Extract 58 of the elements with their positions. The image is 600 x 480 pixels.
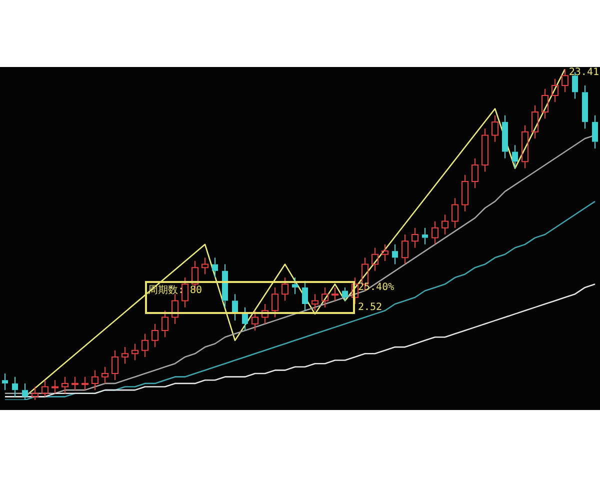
candlestick xyxy=(462,174,468,212)
candlestick xyxy=(22,382,28,400)
candlestick xyxy=(562,68,568,93)
candlestick xyxy=(152,323,158,348)
candlestick xyxy=(72,376,78,391)
candlestick xyxy=(322,286,328,308)
candlestick xyxy=(392,244,398,265)
candlestick xyxy=(412,227,418,248)
candlestick xyxy=(92,370,98,391)
candlestick xyxy=(2,373,8,391)
candlestick xyxy=(182,277,188,308)
candlestick xyxy=(292,277,298,295)
candlestick xyxy=(252,310,258,331)
candlestick xyxy=(512,144,518,169)
candlestick xyxy=(352,277,358,305)
candlestick xyxy=(282,277,288,302)
candlestick xyxy=(52,380,58,394)
candlestick xyxy=(312,294,318,312)
candlestick xyxy=(482,128,488,172)
candlestick xyxy=(82,376,88,391)
candlestick xyxy=(212,257,218,278)
candlestick xyxy=(12,376,18,398)
annotation: 2.52 xyxy=(358,302,382,313)
candlestick xyxy=(582,85,588,130)
candlestick xyxy=(342,286,348,302)
candlestick xyxy=(532,104,538,140)
candlestick xyxy=(222,264,228,308)
candlestick xyxy=(172,294,178,324)
candlestick xyxy=(442,214,448,235)
annotation: 23.41 xyxy=(568,67,599,78)
candlestick xyxy=(62,376,68,394)
candlestick xyxy=(432,220,438,245)
candlestick xyxy=(492,114,498,142)
candlestick xyxy=(42,380,48,398)
candlestick xyxy=(452,198,458,228)
candlestick xyxy=(332,286,338,302)
candlestick xyxy=(592,114,598,149)
candlestick xyxy=(202,257,208,275)
candlestick xyxy=(542,88,548,120)
candlestick xyxy=(402,234,408,265)
candlestick xyxy=(372,247,378,272)
candlestick xyxy=(302,280,308,312)
candlestick xyxy=(472,158,478,189)
candlestick xyxy=(122,346,128,364)
candlestick xyxy=(132,343,138,361)
candlestick xyxy=(272,286,278,318)
candlestick xyxy=(552,78,558,103)
candlestick xyxy=(162,310,168,338)
candlestick xyxy=(382,244,388,262)
candlestick xyxy=(112,350,118,381)
candlestick xyxy=(102,366,108,384)
candlestick xyxy=(142,333,148,358)
candlestick xyxy=(32,386,38,400)
candlestick xyxy=(502,114,508,159)
candlestick xyxy=(262,304,268,324)
candlestick xyxy=(522,124,528,169)
candlestick xyxy=(422,227,428,245)
candlestick xyxy=(242,306,248,331)
